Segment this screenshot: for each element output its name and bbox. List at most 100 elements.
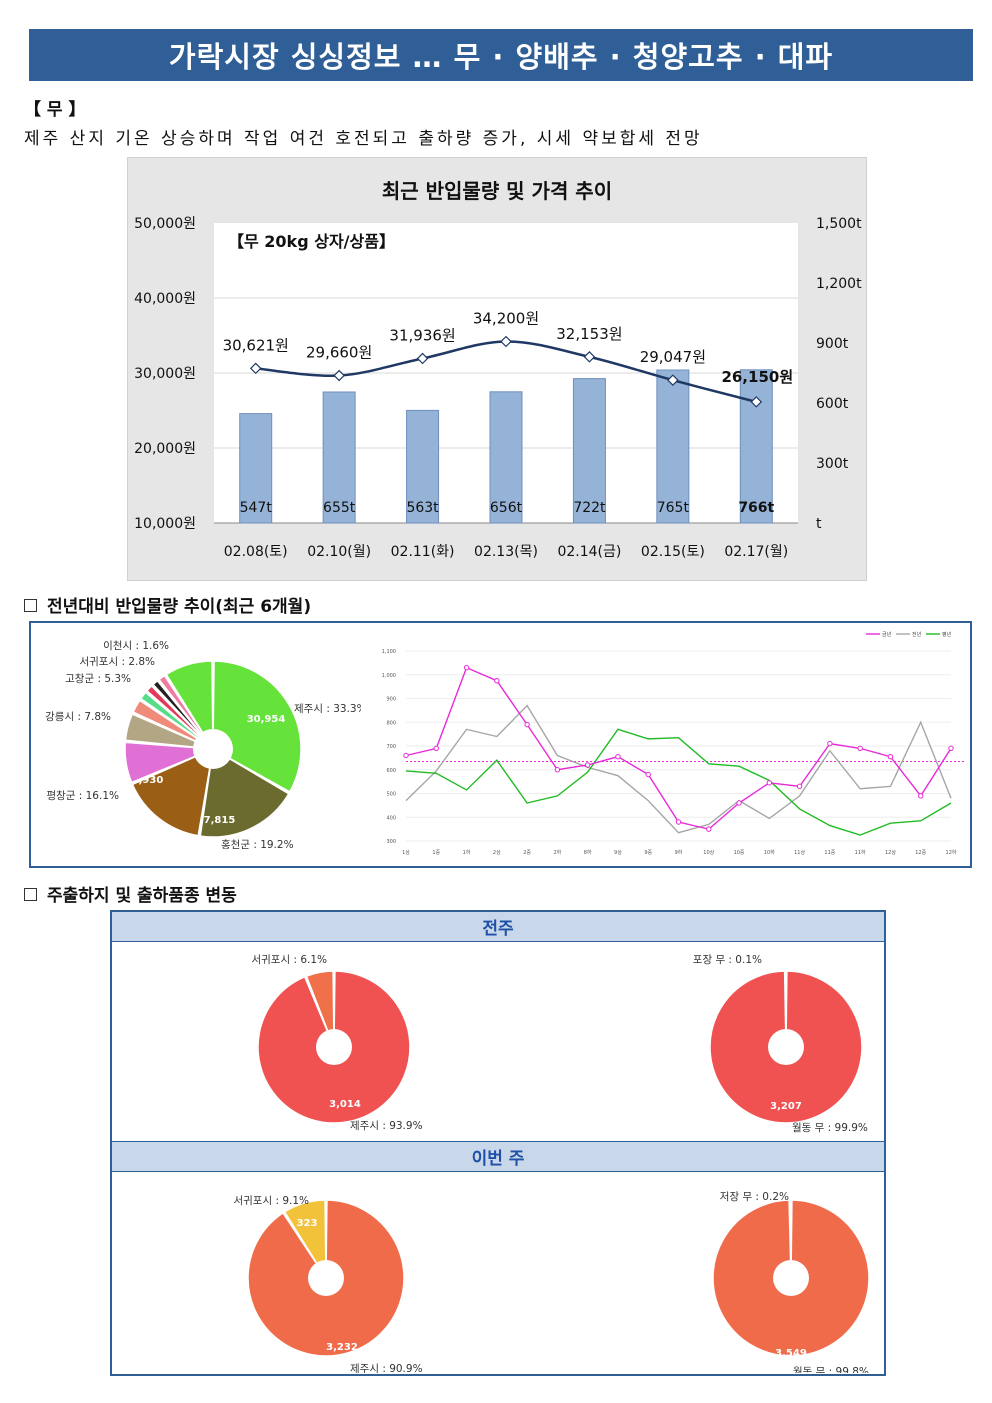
pie-slice bbox=[789, 1199, 792, 1279]
volume-label: 766t bbox=[738, 500, 774, 516]
price-label: 29,047원 bbox=[640, 348, 706, 366]
x-axis-tick: 2상 bbox=[493, 849, 501, 856]
x-axis-tick: 2중 bbox=[523, 850, 531, 856]
volume-bar bbox=[489, 391, 523, 524]
y-axis-tick: 1,100 bbox=[382, 649, 396, 655]
pie-slice bbox=[131, 747, 214, 837]
pie-value-label: 30,954 bbox=[247, 714, 286, 725]
volume-label: 765t bbox=[657, 500, 690, 516]
pie-hole bbox=[316, 1029, 352, 1065]
series-point bbox=[494, 677, 500, 684]
right-axis-tick: 600t bbox=[816, 396, 849, 412]
x-axis-tick: 2하 bbox=[553, 849, 561, 856]
x-axis-tick: 1상 bbox=[402, 849, 410, 856]
x-axis-tick: 1중 bbox=[432, 850, 440, 856]
legend-label: 전년 bbox=[912, 631, 922, 638]
legend-label: 평년 bbox=[942, 631, 952, 638]
x-axis-tick: 11하 bbox=[855, 849, 866, 856]
pie-slice-label: 홍천군 : 19.2% bbox=[221, 838, 294, 851]
series-point bbox=[524, 721, 530, 728]
x-axis-tick: 02.11(화) bbox=[391, 544, 455, 560]
volume-label: 722t bbox=[573, 500, 606, 516]
pie-slice-label: 서귀포시 : 6.1% bbox=[251, 954, 327, 966]
x-axis-tick: 9중 bbox=[644, 850, 652, 856]
y-axis-tick: 800 bbox=[386, 720, 396, 726]
price-point bbox=[583, 351, 596, 363]
price-label: 31,936원 bbox=[389, 326, 455, 344]
x-axis-tick: 02.17(월) bbox=[724, 544, 788, 560]
yoy-line-chart: 1,100 1,000 900 800 700 600 500 400 300 1상 1중 1하 2상 2… bbox=[382, 631, 966, 856]
price-point bbox=[667, 374, 679, 386]
series-point bbox=[766, 780, 773, 786]
section-origin-heading: 주출하지 및 출하품종 변동 bbox=[24, 881, 237, 906]
pie-value-label: 3,207 bbox=[770, 1101, 802, 1112]
pie-hole bbox=[193, 729, 233, 769]
pie-slice bbox=[124, 741, 214, 784]
volume-bar bbox=[572, 378, 606, 524]
this-week-origin-pie: 3,232 제주시 : 90.9% 323 서귀포시 : 9.1% bbox=[233, 1195, 423, 1373]
series-line bbox=[405, 728, 952, 836]
right-axis-tick: 300t bbox=[816, 456, 849, 472]
pie-hole bbox=[768, 1029, 804, 1065]
x-axis-tick: 8하 bbox=[584, 849, 592, 856]
pie-slice bbox=[145, 684, 214, 750]
prev-week-variety-pie: 3,207 월동 무 : 99.9% 포장 무 : 0.1% bbox=[693, 954, 868, 1134]
left-axis-tick: 10,000원 bbox=[134, 516, 196, 532]
price-point bbox=[416, 352, 429, 365]
pie-value-label: 17,815 bbox=[197, 815, 236, 826]
x-axis-tick: 02.15(토) bbox=[641, 544, 705, 560]
series-point bbox=[796, 783, 803, 790]
left-axis-tick: 20,000원 bbox=[134, 441, 196, 457]
left-axis-tick: 30,000원 bbox=[134, 366, 196, 382]
x-axis-tick: 02.14(금) bbox=[557, 544, 621, 560]
left-axis-tick: 40,000원 bbox=[134, 291, 196, 307]
origin-share-pie: 30,954 제주시 : 33.3% 17,815 홍천군 : 19.2% 14,930… bbox=[45, 640, 361, 851]
pie-slice-label: 저장 무 : 0.2% bbox=[720, 1191, 789, 1203]
price-volume-chart: 최근 반입물량 및 가격 추이 50,000원 40,000원 30,000원 20,0… bbox=[127, 157, 867, 581]
origin-variety-panel: 전주 3,014 제주시 : 93.9% 서귀포시 : 6.1% 3,207 월동 무… bbox=[110, 910, 886, 1376]
price-label: 32,153원 bbox=[556, 325, 622, 343]
pie-slice bbox=[157, 674, 214, 750]
left-axis-tick: 50,000원 bbox=[134, 216, 196, 232]
section-radish-heading: 【 무 】 bbox=[24, 100, 86, 120]
pie-value-label: 323 bbox=[297, 1218, 318, 1229]
pie-slice-label: 제주시 : 90.9% bbox=[350, 1363, 423, 1373]
section-radish-description: 제주 산지 기온 상승하며 작업 여건 호전되고 출하량 증가, 시세 약보합세… bbox=[24, 129, 703, 149]
x-axis-tick: 9상 bbox=[614, 849, 622, 856]
legend-label: 금년 bbox=[882, 631, 892, 638]
pie-slice-label: 월동 무 : 99.8% bbox=[793, 1366, 869, 1373]
series-point bbox=[433, 745, 439, 752]
series-point bbox=[887, 753, 894, 760]
pie-slice-label: 평창군 : 16.1% bbox=[46, 790, 119, 802]
y-axis-tick: 900 bbox=[386, 697, 396, 703]
volume-bar bbox=[406, 409, 440, 524]
series-point bbox=[463, 664, 470, 671]
x-axis-tick: 12하 bbox=[946, 849, 957, 856]
pie-slice bbox=[212, 660, 302, 793]
series-point bbox=[706, 826, 712, 832]
price-label: 29,660원 bbox=[306, 344, 372, 362]
y-axis-tick: 400 bbox=[386, 815, 396, 821]
pie-slice bbox=[305, 970, 335, 1048]
pie-slice-label: 월동 무 : 99.9% bbox=[792, 1122, 868, 1134]
series-line bbox=[405, 666, 952, 830]
right-axis-tick: t bbox=[816, 516, 822, 532]
series-point bbox=[918, 793, 924, 799]
this-week-variety-pie: 3,549 월동 무 : 99.8% 저장 무 : 0.2% bbox=[712, 1191, 870, 1373]
pie-hole bbox=[773, 1260, 809, 1296]
series-point bbox=[857, 745, 863, 752]
volume-bar bbox=[239, 413, 273, 524]
x-axis-tick: 11상 bbox=[794, 849, 805, 856]
volume-label: 547t bbox=[240, 500, 273, 516]
price-label: 26,150원 bbox=[721, 368, 793, 386]
pie-slice-label: 제주시 : 93.9% bbox=[350, 1120, 423, 1132]
x-axis-tick: 11중 bbox=[824, 850, 835, 856]
volume-bar bbox=[656, 369, 690, 524]
pie-slice bbox=[784, 970, 788, 1048]
series-point bbox=[403, 752, 409, 759]
pie-slice bbox=[139, 691, 214, 750]
series-point bbox=[554, 767, 561, 773]
pie-slice-label: 서귀포시 : 2.8% bbox=[79, 656, 155, 668]
price-point bbox=[500, 335, 512, 348]
section-origin-heading-text: 주출하지 및 출하품종 변동 bbox=[47, 886, 237, 906]
